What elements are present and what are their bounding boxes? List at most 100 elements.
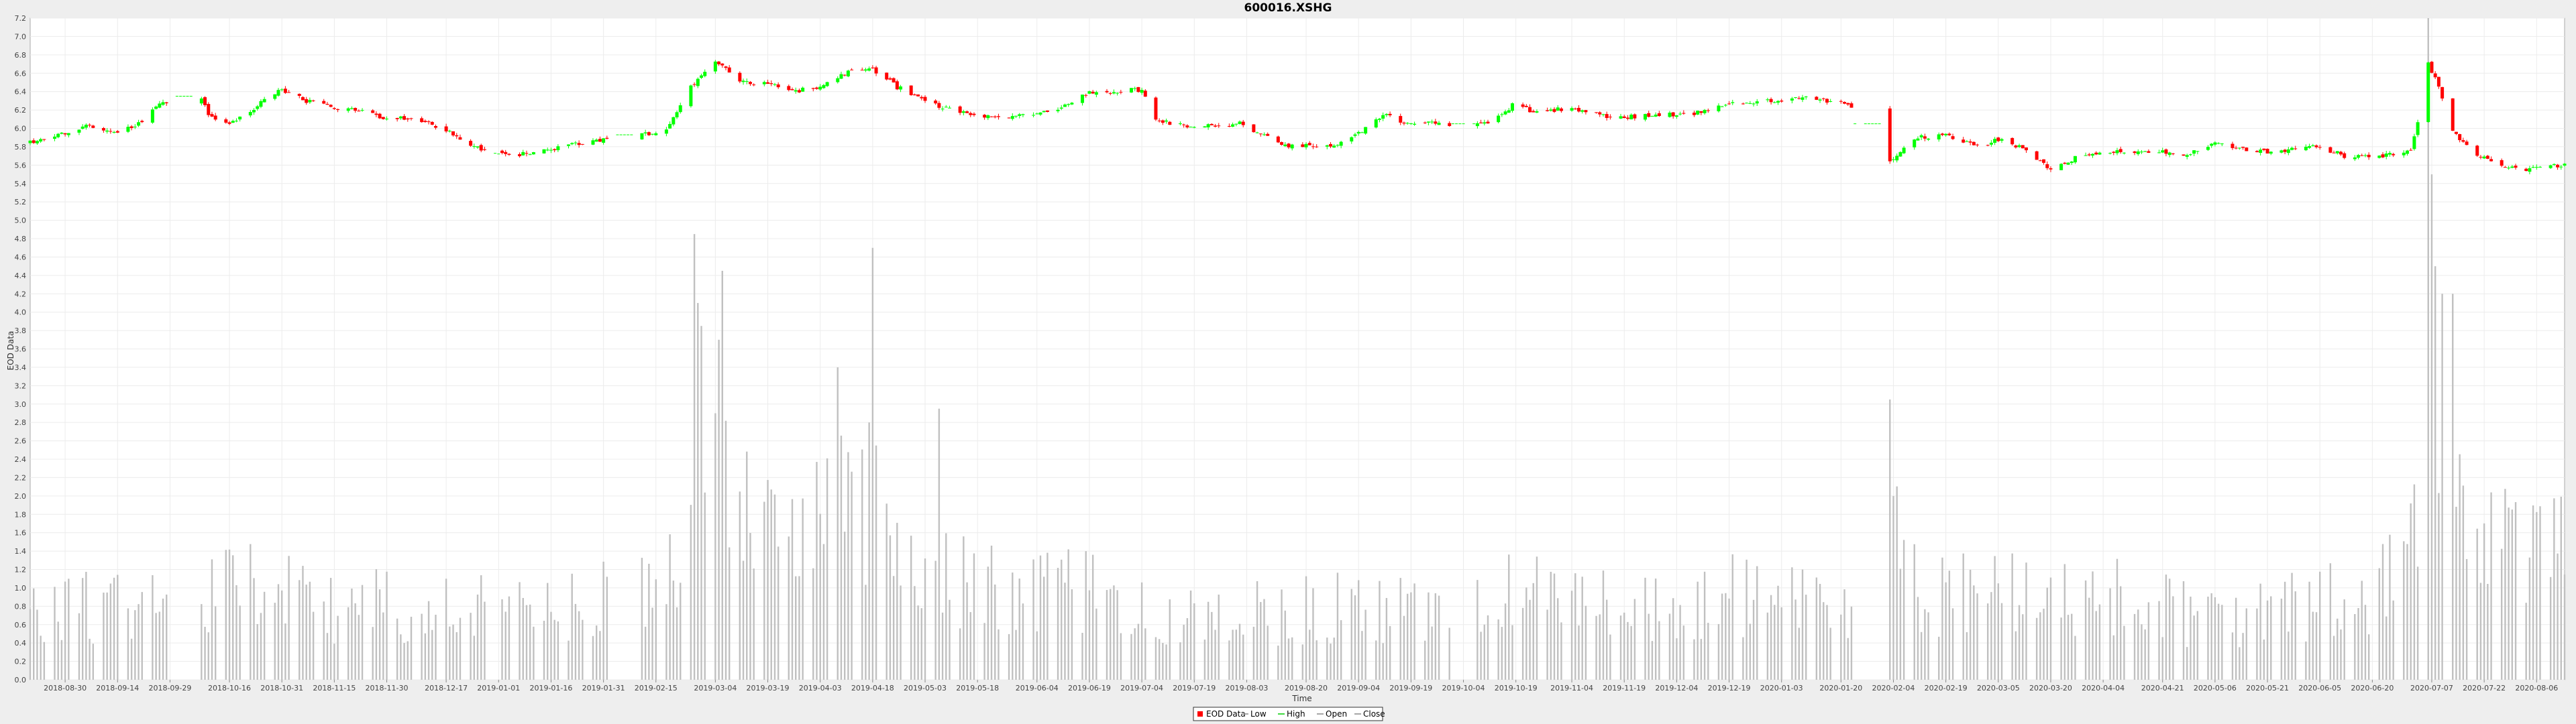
volume-bar [990,545,993,680]
y-tick-label: 1.6 [15,529,27,538]
candle-body [336,109,340,111]
candle-body [1797,98,1801,99]
volume-bar [1672,598,1674,680]
volume-bar [2536,511,2538,680]
volume-bar [1648,613,1650,680]
volume-bar [1305,576,1307,680]
volume-bar [1064,583,1066,680]
candle-body [262,99,266,103]
candle-body [1136,86,1140,93]
x-tick-label: 2020-05-06 [2194,684,2237,692]
candle-body [1996,137,2000,141]
volume-bar [2049,577,2052,680]
candle-body [2091,154,2095,156]
candle-body [2118,149,2123,152]
volume-bar [875,445,877,680]
candle-body [35,141,39,143]
volume-bar [1095,608,1097,680]
candle-body [1535,111,1539,113]
x-tick-label: 2019-11-04 [1550,684,1593,692]
volume-bar [2207,597,2209,680]
candlesticks [28,60,2567,174]
candle-body [402,116,407,120]
candle-body [1741,103,1745,105]
candle-body [60,132,64,134]
candle-body [1108,93,1112,94]
candle-body [605,137,609,139]
volume-bar [166,594,168,680]
volume-bar [533,626,535,680]
candle-body [2045,164,2049,168]
volume-bar [550,611,552,680]
volume-bar [2291,572,2293,680]
candle-body [2402,152,2406,156]
candle-body [2409,149,2413,151]
volume-bar [1110,589,1112,680]
candle-body [1091,91,1095,94]
candle-body [2489,159,2493,162]
volume-bar [1438,595,1440,680]
x-tick-label: 2019-07-04 [1120,684,1163,692]
volume-bar [1043,577,1045,680]
candle-body [354,108,358,111]
candle-body [863,69,867,71]
candle-body [839,74,843,79]
candle-body [1916,138,1920,141]
candle-body [2294,148,2298,149]
volume-bar [840,435,843,680]
volume-bar [1067,549,1069,680]
y-tick-label: 6.8 [15,51,27,60]
candle-body [1227,125,1231,127]
volume-bar [256,623,258,680]
candle-body [374,113,378,115]
candle-body [1678,113,1682,115]
volume-bar [1945,582,1947,680]
candle-body [2265,148,2269,154]
volume-bar [777,546,780,680]
candle-body [1483,122,1487,124]
candle-body [1112,92,1116,94]
candle-body [895,81,899,90]
volume-bar [602,561,604,680]
x-tick-label: 2020-06-05 [2298,684,2341,692]
volume-bar [2441,294,2443,680]
candle-body [77,129,81,133]
volume-bar [2025,562,2027,680]
volume-bar [822,544,825,680]
volume-bar [914,586,916,680]
volume-bar [749,532,751,680]
x-tick-label: 2018-10-16 [208,684,251,692]
x-tick-label: 2019-01-31 [582,684,625,692]
volume-bar [704,492,706,680]
candle-body [2304,146,2308,151]
candle-body [602,138,606,143]
volume-bar [1752,599,1755,680]
volume-bar [1431,626,1433,680]
x-tick-label: 2019-07-19 [1173,684,1216,692]
volume-bar [1242,634,1244,680]
candle-body [2335,151,2339,154]
candle-body [818,86,822,90]
x-tick-label: 2019-09-04 [1337,684,1380,692]
candle-body [207,104,211,115]
candle-body [2157,152,2161,154]
candle-body [1962,139,1966,143]
candle-body [1168,121,1172,125]
volume-bar [2532,505,2534,680]
volume-bar [68,579,70,680]
volume-bar [427,601,430,680]
volume-bar [2221,605,2223,680]
volume-bar [568,640,570,680]
candle-body [566,144,570,146]
volume-bar [519,582,521,680]
volume-bar [1997,583,2000,680]
volume-bar [1326,638,1328,680]
volume-bar [214,606,217,680]
volume-bar [1364,609,1366,680]
volume-bar [924,558,926,680]
volume-bar [1902,540,1905,680]
candle-body [2503,167,2507,168]
candle-body [2458,134,2462,141]
volume-bar [1532,583,1534,680]
volume-bar [2259,583,2261,680]
